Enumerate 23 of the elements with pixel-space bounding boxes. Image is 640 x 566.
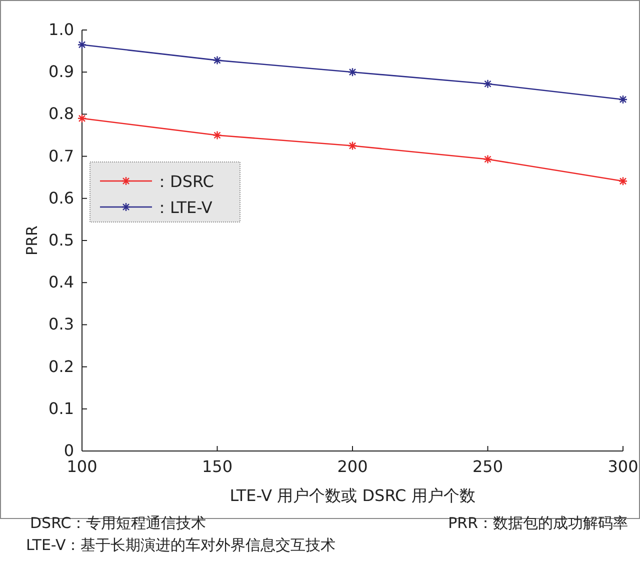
legend-label: ：LTE-V (154, 198, 212, 217)
x-tick-label: 200 (337, 457, 368, 476)
x-tick-label: 250 (472, 457, 504, 476)
y-tick-label: 0.2 (48, 356, 74, 376)
y-tick-label: 0.7 (48, 146, 74, 166)
text: LTE-V：基于长期演进的车对外界信息交互技术 (26, 536, 336, 554)
y-tick-label: 0.8 (48, 104, 74, 124)
y-tick-label: 0.1 (48, 398, 74, 418)
legend-label: ：DSRC (154, 172, 214, 191)
y-tick-label: 0.9 (48, 62, 74, 82)
y-tick-label: 0.3 (48, 314, 74, 334)
y-tick-label: 1.0 (48, 20, 74, 39)
text: PRR：数据包的成功解码率 (448, 514, 628, 532)
x-tick-label: 150 (202, 457, 233, 476)
x-tick-label: 100 (66, 457, 98, 476)
y-tick-label: 0.5 (48, 230, 74, 250)
text: DSRC：专用短程通信技术 (30, 514, 206, 532)
y-tick-label: 0.4 (48, 272, 74, 292)
y-tick-label: 0.6 (48, 188, 74, 208)
x-axis-title: LTE-V 用户个数或 DSRC 用户个数 (230, 486, 476, 505)
x-tick-label: 300 (608, 457, 638, 476)
y-axis-title: PRR (23, 226, 41, 256)
y-tick-label: 0 (64, 441, 74, 460)
